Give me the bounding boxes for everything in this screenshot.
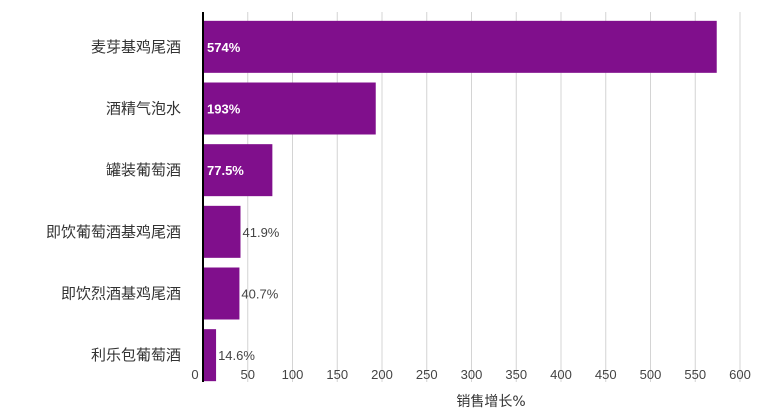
x-tick-label: 550 (684, 367, 706, 382)
category-label: 酒精气泡水 (106, 100, 181, 118)
x-tick-label: 600 (729, 367, 751, 382)
category-label: 麦芽基鸡尾酒 (91, 38, 181, 56)
x-tick-label: 450 (595, 367, 617, 382)
x-tick-label: 0 (191, 367, 198, 382)
category-label: 罐装葡萄酒 (106, 161, 181, 179)
x-tick-label: 150 (326, 367, 348, 382)
category-label: 利乐包葡萄酒 (91, 346, 181, 364)
x-tick-label: 500 (640, 367, 662, 382)
bar (203, 20, 717, 73)
x-tick-labels: 0 50 100 150 200 250 300 350 400 450 500 550 600 (191, 367, 750, 382)
x-tick-label: 50 (241, 367, 255, 382)
x-tick-label: 350 (505, 367, 527, 382)
data-label: 193% (207, 102, 241, 117)
grid-lines (247, 12, 741, 382)
bar (203, 144, 273, 197)
bar (203, 267, 240, 320)
x-tick-label: 400 (550, 367, 572, 382)
x-tick-label: 300 (461, 367, 483, 382)
data-label: 41.9% (243, 225, 280, 240)
data-label: 574% (207, 40, 241, 55)
x-tick-label: 200 (371, 367, 393, 382)
category-label: 即饮烈酒基鸡尾酒 (61, 285, 181, 303)
data-label: 77.5% (207, 163, 244, 178)
x-axis-title: 销售增长% (456, 394, 525, 410)
data-labels: 574% 193% 77.5% 41.9% 40.7% 14.6% (207, 40, 280, 363)
x-tick-label: 100 (282, 367, 304, 382)
x-tick-label: 250 (416, 367, 438, 382)
bar (203, 205, 241, 258)
bar (203, 82, 376, 135)
bars (203, 20, 717, 382)
data-label: 14.6% (218, 348, 255, 363)
category-label: 即饮葡萄酒基鸡尾酒 (46, 223, 181, 241)
bar (203, 329, 217, 382)
data-label: 40.7% (241, 287, 278, 302)
